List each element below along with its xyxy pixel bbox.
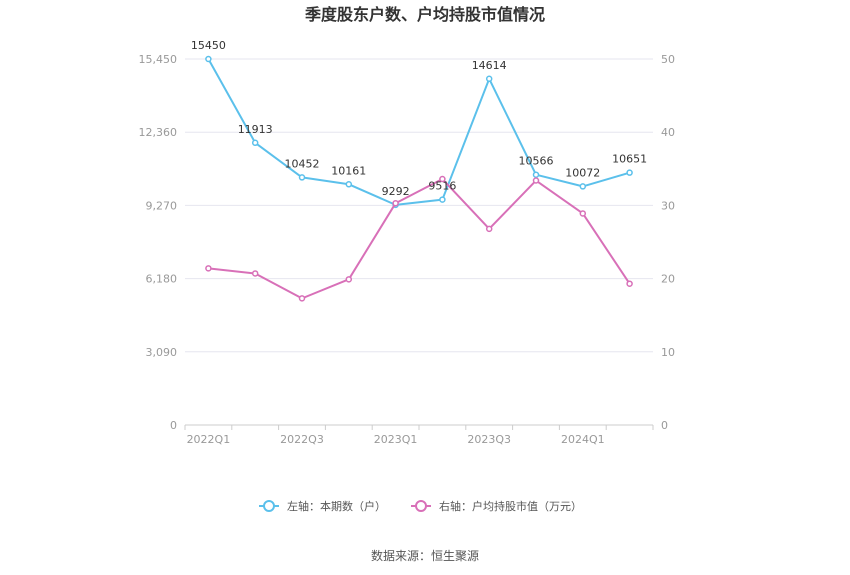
x-tick-label: 2023Q3 [467, 433, 511, 446]
left-tick-label: 9,270 [146, 199, 178, 212]
data-label: 15450 [191, 39, 226, 52]
left-tick-label: 15,450 [139, 53, 178, 66]
left-axis: 0 3,090 6,180 9,270 12,360 15,450 [139, 53, 178, 432]
x-tick-label: 2022Q3 [280, 433, 324, 446]
series-1-point [532, 171, 540, 178]
series-1-point [251, 139, 259, 147]
x-tick-label: 2023Q1 [374, 433, 418, 446]
series-2-point [392, 199, 399, 207]
data-label: 9292 [382, 185, 410, 198]
series-1-point [345, 181, 353, 188]
legend-swatch-marker [415, 500, 427, 512]
series-2-point [485, 225, 493, 233]
x-axis: 2022Q1 2022Q3 2023Q1 2023Q3 2024Q1 [184, 425, 654, 446]
series-1-point [626, 169, 633, 176]
data-labels: 15450 11913 10452 10161 9292 9516 14614 10566 10… [191, 39, 647, 198]
data-label: 10651 [612, 153, 647, 166]
series-2-point [345, 276, 353, 283]
data-label: 10452 [285, 157, 320, 170]
right-tick-label: 10 [661, 346, 675, 359]
series-2-point [439, 175, 446, 183]
series-2-point [298, 295, 306, 302]
left-tick-label: 12,360 [139, 126, 178, 139]
series-1-point [298, 174, 306, 181]
right-tick-label: 0 [661, 419, 668, 432]
chart-title: 季度股东户数、户均持股市值情况 [304, 5, 545, 24]
left-tick-label: 0 [170, 419, 177, 432]
right-tick-label: 40 [661, 126, 675, 139]
left-tick-label: 6,180 [146, 273, 178, 286]
right-axis: 0 10 20 30 40 50 [661, 53, 675, 432]
data-label: 14614 [472, 59, 507, 72]
series-2-point [532, 177, 540, 184]
series-1-point [439, 196, 446, 203]
series-2-point [205, 265, 212, 272]
series-line-2 [208, 178, 631, 300]
legend-swatch-marker [263, 500, 275, 512]
series-2-point [579, 210, 587, 217]
x-tick-label: 2024Q1 [561, 433, 605, 446]
right-tick-label: 50 [661, 53, 675, 66]
data-label: 10072 [565, 166, 600, 179]
data-label: 10566 [519, 155, 554, 168]
data-label: 9516 [428, 180, 456, 193]
right-tick-label: 20 [661, 273, 675, 286]
series-2-point [251, 270, 259, 277]
left-tick-label: 3,090 [146, 346, 178, 359]
series-line-1 [207, 58, 630, 206]
data-label: 11913 [238, 123, 273, 136]
x-tick-label: 2022Q1 [187, 433, 231, 446]
series-layer [205, 55, 633, 302]
grid [185, 58, 653, 426]
series-1-point [579, 183, 587, 190]
legend-label: 右轴：户均持股市值（万元） [439, 499, 582, 513]
series-1-point [485, 75, 493, 83]
legend: 左轴：本期数（户） 右轴：户均持股市值（万元） [259, 499, 582, 513]
series-1-point [205, 55, 212, 63]
data-label: 10161 [331, 164, 366, 177]
series-2-point [626, 280, 633, 287]
right-tick-label: 30 [661, 199, 675, 212]
source-note: 数据来源：恒生聚源 [371, 548, 479, 563]
legend-label: 左轴：本期数（户） [287, 499, 386, 513]
